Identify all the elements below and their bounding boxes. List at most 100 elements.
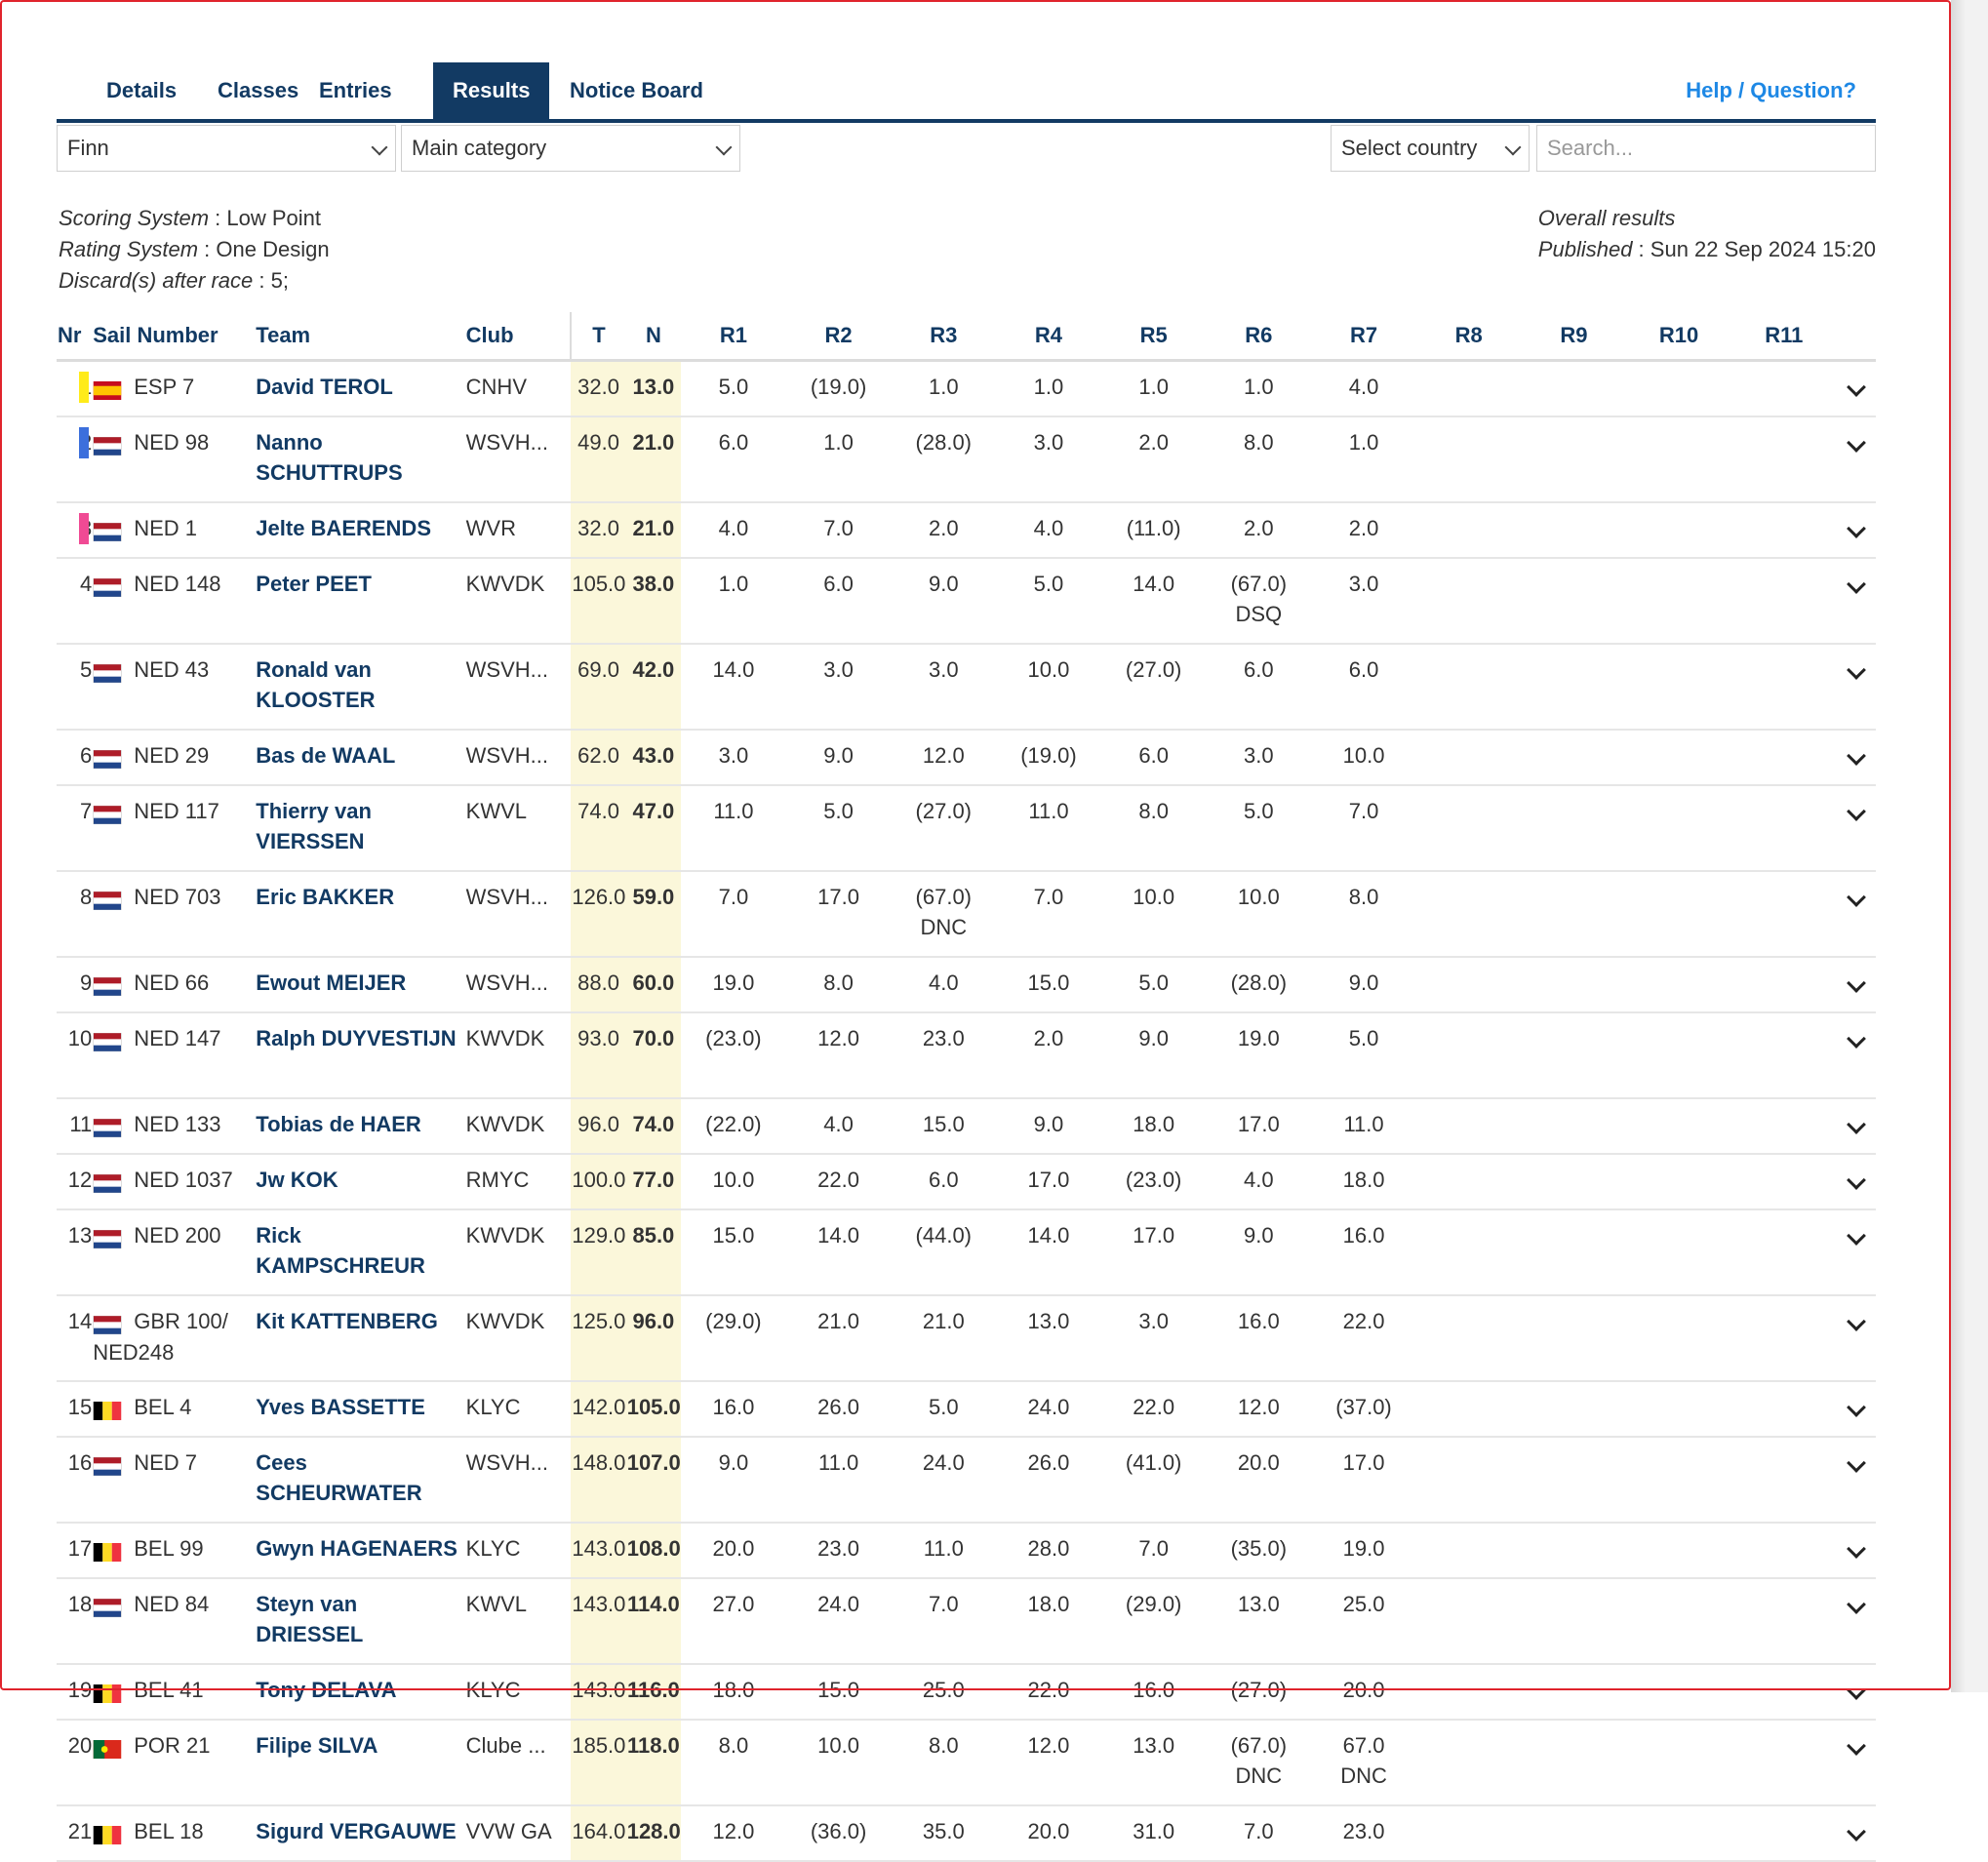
- team-name-link[interactable]: Steyn van DRIESSEL: [256, 1592, 364, 1646]
- team-cell[interactable]: Kit KATTENBERG: [255, 1295, 465, 1382]
- team-name-link[interactable]: Jelte BAERENDS: [256, 516, 431, 540]
- table-row[interactable]: 13 NED 200 Rick KAMPSCHREUR KWVDK 129.0 85.0 1…: [57, 1209, 1876, 1296]
- team-cell[interactable]: Bas de WAAL: [255, 730, 465, 786]
- column-header[interactable]: R7: [1311, 312, 1416, 362]
- team-name-link[interactable]: Rick KAMPSCHREUR: [256, 1223, 425, 1278]
- expand-cell[interactable]: [1836, 1098, 1876, 1155]
- chevron-down-icon[interactable]: [1846, 802, 1866, 821]
- expand-cell[interactable]: [1836, 1154, 1876, 1210]
- chevron-down-icon[interactable]: [1846, 973, 1866, 993]
- team-name-link[interactable]: Cees SCHEURWATER: [256, 1450, 422, 1505]
- expand-cell[interactable]: [1836, 1720, 1876, 1806]
- team-name-link[interactable]: Sigurd VERGAUWE: [256, 1819, 457, 1843]
- column-header[interactable]: Sail Number: [92, 312, 256, 362]
- table-row[interactable]: 20 POR 21 Filipe SILVA Clube ... 185.0 118.0 8…: [57, 1720, 1876, 1806]
- table-row[interactable]: 17 BEL 99 Gwyn HAGENAERS KLYC 143.0 108.0 20.0…: [57, 1523, 1876, 1579]
- column-header[interactable]: R1: [681, 312, 786, 362]
- team-name-link[interactable]: Peter PEET: [256, 572, 372, 596]
- team-cell[interactable]: Rick KAMPSCHREUR: [255, 1209, 465, 1296]
- team-name-link[interactable]: Ronald van KLOOSTER: [256, 657, 376, 712]
- team-name-link[interactable]: David TEROL: [256, 375, 393, 399]
- team-cell[interactable]: Steyn van DRIESSEL: [255, 1578, 465, 1665]
- chevron-down-icon[interactable]: [1846, 1029, 1866, 1049]
- chevron-down-icon[interactable]: [1846, 1736, 1866, 1756]
- column-header[interactable]: R11: [1730, 312, 1837, 362]
- team-cell[interactable]: Jelte BAERENDS: [255, 502, 465, 559]
- expand-cell[interactable]: [1836, 730, 1876, 786]
- chevron-down-icon[interactable]: [1846, 1115, 1866, 1134]
- expand-cell[interactable]: [1836, 871, 1876, 958]
- country-select[interactable]: Select country: [1331, 125, 1530, 172]
- expand-cell[interactable]: [1836, 416, 1876, 503]
- table-row[interactable]: 9 NED 66 Ewout MEIJER WSVH... 88.0 60.0 19.0 8.…: [57, 957, 1876, 1013]
- expand-cell[interactable]: [1836, 1295, 1876, 1382]
- search-input[interactable]: Search...: [1536, 125, 1876, 172]
- help-question-link[interactable]: Help / Question?: [1686, 78, 1856, 102]
- team-name-link[interactable]: Thierry van VIERSSEN: [256, 799, 372, 853]
- chevron-down-icon[interactable]: [1846, 519, 1866, 538]
- team-name-link[interactable]: Ralph DUYVESTIJN: [256, 1026, 457, 1050]
- expand-cell[interactable]: [1836, 502, 1876, 559]
- expand-cell[interactable]: [1836, 1209, 1876, 1296]
- team-cell[interactable]: Tobias de HAER: [255, 1098, 465, 1155]
- expand-cell[interactable]: [1836, 644, 1876, 731]
- table-row[interactable]: 15 BEL 4 Yves BASSETTE KLYC 142.0 105.0 16.0 26…: [57, 1381, 1876, 1438]
- expand-cell[interactable]: [1836, 1381, 1876, 1438]
- expand-cell[interactable]: [1836, 785, 1876, 872]
- table-row[interactable]: 7 NED 117 Thierry van VIERSSEN KWVL 74.0 47.0…: [57, 785, 1876, 872]
- table-row[interactable]: 4 NED 148 Peter PEET KWVDK 105.0 38.0 1.0 6.0 9.…: [57, 558, 1876, 645]
- team-name-link[interactable]: Gwyn HAGENAERS: [256, 1536, 457, 1561]
- team-name-link[interactable]: Kit KATTENBERG: [256, 1309, 438, 1333]
- column-header[interactable]: R5: [1100, 312, 1207, 362]
- chevron-down-icon[interactable]: [1846, 1453, 1866, 1473]
- team-cell[interactable]: Ronald van KLOOSTER: [255, 644, 465, 731]
- expand-cell[interactable]: [1836, 558, 1876, 645]
- chevron-down-icon[interactable]: [1846, 746, 1866, 766]
- team-cell[interactable]: Filipe SILVA: [255, 1720, 465, 1806]
- team-name-link[interactable]: Tobias de HAER: [256, 1112, 421, 1136]
- team-name-link[interactable]: Eric BAKKER: [256, 885, 395, 909]
- column-header[interactable]: R6: [1206, 312, 1312, 362]
- column-header[interactable]: R10: [1626, 312, 1731, 362]
- table-row[interactable]: 21 BEL 18 Sigurd VERGAUWE VVW GA 164.0 128.0 1…: [57, 1805, 1876, 1862]
- tab-entries[interactable]: Entries: [319, 78, 392, 102]
- chevron-down-icon[interactable]: [1846, 1398, 1866, 1417]
- team-cell[interactable]: Sigurd VERGAUWE: [255, 1805, 465, 1862]
- tab-notice-board[interactable]: Notice Board: [570, 78, 703, 102]
- column-header[interactable]: R3: [891, 312, 997, 362]
- column-header[interactable]: R9: [1521, 312, 1627, 362]
- column-header[interactable]: R8: [1415, 312, 1522, 362]
- column-header[interactable]: Club: [464, 312, 572, 362]
- chevron-down-icon[interactable]: [1846, 1822, 1866, 1842]
- tab-details[interactable]: Details: [106, 78, 178, 102]
- chevron-down-icon[interactable]: [1846, 1539, 1866, 1559]
- chevron-down-icon[interactable]: [1846, 574, 1866, 594]
- team-cell[interactable]: Peter PEET: [255, 558, 465, 645]
- expand-cell[interactable]: [1836, 1805, 1876, 1862]
- team-cell[interactable]: Yves BASSETTE: [255, 1381, 465, 1438]
- class-select[interactable]: Finn: [57, 125, 396, 172]
- team-cell[interactable]: Eric BAKKER: [255, 871, 465, 958]
- team-cell[interactable]: Nanno SCHUTTRUPS: [255, 416, 465, 503]
- team-name-link[interactable]: Nanno SCHUTTRUPS: [256, 430, 403, 485]
- team-name-link[interactable]: Tony DELAVA: [256, 1678, 397, 1702]
- expand-cell[interactable]: [1836, 957, 1876, 1013]
- table-row[interactable]: 8 NED 703 Eric BAKKER WSVH... 126.0 59.0 7.0 17…: [57, 871, 1876, 958]
- column-header[interactable]: R4: [996, 312, 1101, 362]
- table-row[interactable]: 11 NED 133 Tobias de HAER KWVDK 96.0 74.0 (22.…: [57, 1098, 1876, 1155]
- expand-cell[interactable]: [1836, 1437, 1876, 1524]
- tab-results[interactable]: Results: [433, 62, 550, 119]
- team-cell[interactable]: Ralph DUYVESTIJN: [255, 1012, 465, 1099]
- table-row[interactable]: 14 GBR 100/ NED248 Kit KATTENBERG KWVDK 125.…: [57, 1295, 1876, 1382]
- expand-cell[interactable]: [1836, 1578, 1876, 1665]
- team-name-link[interactable]: Bas de WAAL: [256, 743, 396, 768]
- team-cell[interactable]: Thierry van VIERSSEN: [255, 785, 465, 872]
- expand-cell[interactable]: [1836, 1012, 1876, 1099]
- tab-classes[interactable]: Classes: [218, 78, 299, 102]
- chevron-down-icon[interactable]: [1846, 433, 1866, 453]
- table-row[interactable]: 18 NED 84 Steyn van DRIESSEL KWVL 143.0 114.0…: [57, 1578, 1876, 1665]
- table-row[interactable]: 6 NED 29 Bas de WAAL WSVH... 62.0 43.0 3.0 9.0 1…: [57, 730, 1876, 786]
- team-name-link[interactable]: Ewout MEIJER: [256, 971, 407, 995]
